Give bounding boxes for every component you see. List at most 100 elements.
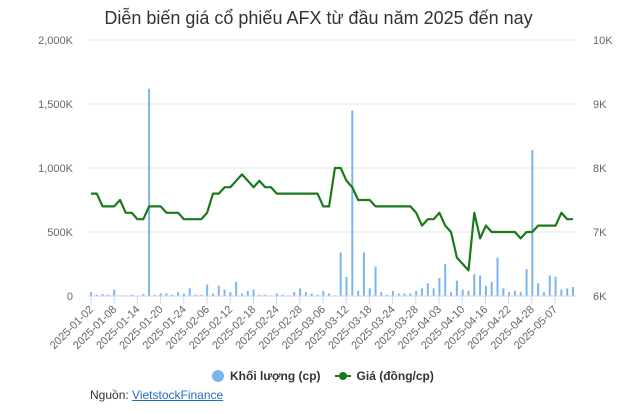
volume-bar (235, 281, 238, 296)
volume-bar (130, 294, 133, 296)
legend-label-price: Giá (đồng/cp) (356, 369, 434, 383)
volume-bar (519, 292, 522, 296)
volume-bar (357, 290, 360, 296)
volume-bar (188, 288, 191, 296)
price-line (91, 166, 573, 272)
volume-bar (339, 252, 342, 296)
volume-bar (171, 294, 174, 296)
volume-bar (409, 293, 412, 296)
source-note: Nguồn: VietstockFinance (90, 388, 223, 402)
volume-bar (525, 269, 528, 296)
volume-bar (310, 293, 313, 296)
volume-bar (229, 292, 232, 296)
right-axis-tick: 10K (593, 35, 613, 47)
volume-bar (142, 294, 145, 296)
volume-bar (479, 275, 482, 296)
volume-bar (148, 88, 151, 296)
volume-bar (275, 293, 278, 296)
volume-bar (548, 275, 551, 296)
volume-bar (264, 294, 267, 296)
volume-bar (200, 294, 203, 296)
volume-bar (403, 293, 406, 296)
volume-bar (380, 292, 383, 296)
volume-bar (438, 278, 441, 296)
circle-marker-icon (212, 370, 224, 382)
left-axis-tick: 500K (47, 227, 73, 239)
volume-bar (316, 294, 319, 296)
volume-bar (542, 292, 545, 296)
volume-bar (252, 289, 255, 296)
volume-bar (194, 294, 197, 296)
volume-bar (281, 294, 284, 296)
volume-bar (240, 293, 243, 296)
volume-bar (362, 252, 365, 296)
volume-bar (182, 293, 185, 296)
volume-bar (368, 288, 371, 296)
volume-bar (206, 284, 209, 296)
volume-bar (450, 292, 453, 296)
volume-bar (508, 292, 511, 296)
volume-bar (299, 288, 302, 296)
volume-bar (415, 290, 418, 296)
left-axis-tick: 1,000K (38, 163, 74, 175)
right-axis-tick: 8K (593, 163, 607, 175)
volume-bar (211, 293, 214, 296)
left-axis-tick: 1,500K (38, 99, 74, 111)
volume-bar (351, 110, 354, 297)
volume-bar (490, 281, 493, 296)
volume-bar (258, 294, 261, 296)
volume-bar (455, 280, 458, 296)
volume-bar (421, 288, 424, 296)
volume-bar (107, 294, 110, 296)
volume-bar (246, 290, 249, 296)
source-prefix: Nguồn: (90, 388, 133, 402)
volume-bar (95, 294, 98, 296)
volume-bar (467, 290, 470, 296)
volume-bar (293, 292, 296, 296)
volume-bar (484, 285, 487, 296)
volume-bar (328, 293, 331, 296)
chart-legend: Khối lượng (cp) Giá (đồng/cp) (212, 369, 434, 383)
volume-bar (159, 293, 162, 296)
volume-bar (432, 288, 435, 296)
volume-bar (345, 276, 348, 296)
source-link[interactable]: VietstockFinance (132, 388, 224, 402)
chart-title: Diễn biến giá cổ phiếu AFX từ đầu năm 20… (104, 8, 533, 28)
volume-bar (531, 150, 534, 296)
volume-bar (217, 285, 220, 296)
volume-bar (386, 294, 389, 296)
volume-bar (153, 294, 156, 296)
legend-label-volume: Khối lượng (cp) (230, 369, 321, 383)
volume-bar (304, 292, 307, 296)
right-axis-tick: 7K (593, 227, 607, 239)
volume-bar (113, 289, 116, 296)
right-axis-tick: 6K (593, 291, 607, 303)
volume-bar (572, 287, 574, 296)
volume-bar (560, 289, 563, 296)
legend-item-price[interactable]: Giá (đồng/cp) (334, 369, 434, 383)
volume-bar (391, 290, 394, 296)
volume-bar (165, 293, 168, 296)
volume-bar (426, 283, 429, 296)
volume-bar (101, 294, 104, 296)
volume-bar (537, 283, 540, 296)
volume-bar (397, 293, 400, 296)
volume-bar (554, 276, 557, 296)
volume-bar (374, 266, 377, 296)
volume-bar (223, 289, 226, 296)
volume-bar (566, 288, 569, 296)
volume-bar (496, 257, 499, 296)
volume-bar (513, 290, 516, 296)
volume-bar (90, 292, 92, 296)
volume-bar (473, 274, 476, 296)
chart-plot: 0500K1,000K1,500K2,000K6K7K8K9K10K2025-0… (38, 35, 613, 352)
volume-bar (461, 289, 464, 296)
volume-bar (444, 264, 447, 296)
right-axis-tick: 9K (593, 99, 607, 111)
volume-bar (322, 290, 325, 296)
legend-item-volume[interactable]: Khối lượng (cp) (212, 369, 321, 383)
left-axis-tick: 0 (67, 291, 73, 303)
volume-bar (177, 292, 180, 296)
line-marker-icon (334, 372, 351, 380)
volume-bar (502, 288, 505, 296)
